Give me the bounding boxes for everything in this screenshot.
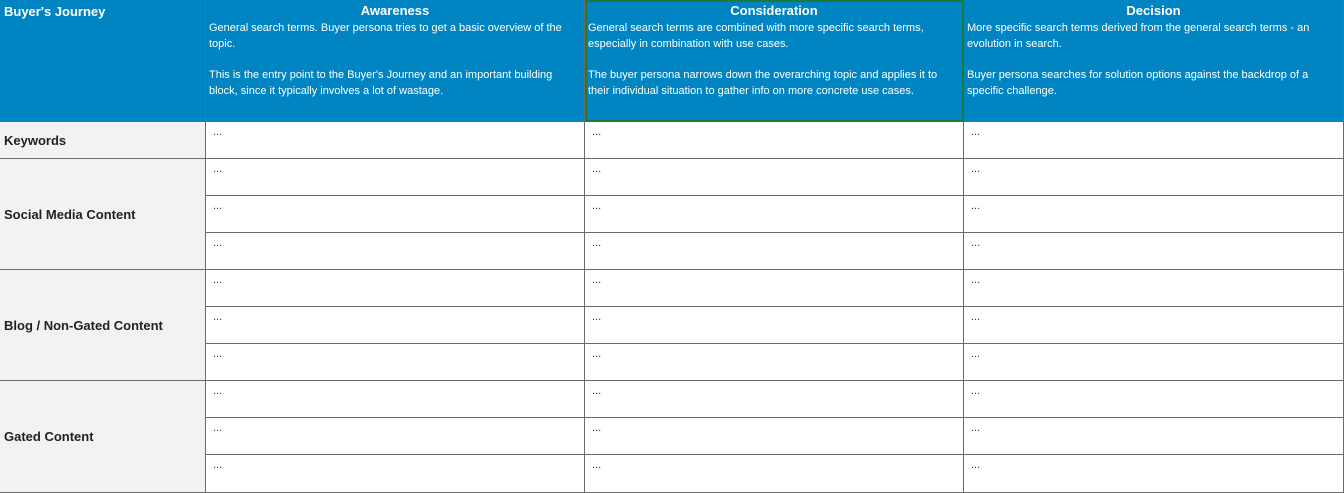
stage-header-awareness[interactable]: Awareness General search terms. Buyer pe… [206,0,585,122]
table-cell[interactable]: ... [964,270,1344,307]
table-cell[interactable]: ... [964,381,1344,418]
stage-description: More specific search terms derived from … [964,19,1343,99]
stage-title: Decision [1126,3,1181,18]
table-cell[interactable]: ... [964,307,1344,344]
table-cell[interactable]: ... [964,122,1344,159]
table-cell[interactable]: ... [206,381,585,418]
stage-description: General search terms. Buyer persona trie… [206,19,584,99]
row-label-keywords[interactable]: Keywords [0,122,206,159]
table-cell[interactable]: ... [585,418,964,455]
row-label-social-media-content[interactable]: Social Media Content [0,159,206,270]
stage-description-paragraph: Buyer persona searches for solution opti… [967,69,1309,97]
stage-header-decision[interactable]: Decision More specific search terms deri… [964,0,1344,122]
table-cell[interactable]: ... [206,270,585,307]
stage-description-paragraph: The buyer persona narrows down the overa… [588,69,938,97]
row-label-blog-non-gated-content[interactable]: Blog / Non-Gated Content [0,270,206,381]
corner-header-cell[interactable]: Buyer's Journey [0,0,206,122]
stage-description: General search terms are combined with m… [585,19,963,99]
stage-description-paragraph: General search terms are combined with m… [588,22,924,50]
table-cell[interactable]: ... [206,196,585,233]
table-cell[interactable]: ... [585,270,964,307]
table-cell[interactable]: ... [585,122,964,159]
table-cell[interactable]: ... [585,159,964,196]
table-cell[interactable]: ... [206,233,585,270]
table-cell[interactable]: ... [964,418,1344,455]
table-cell[interactable]: ... [206,344,585,381]
table-cell[interactable]: ... [585,344,964,381]
row-label-gated-content[interactable]: Gated Content [0,381,206,493]
stage-description-paragraph: This is the entry point to the Buyer's J… [209,69,553,97]
table-cell[interactable]: ... [206,418,585,455]
table-cell[interactable]: ... [206,122,585,159]
stage-title: Awareness [360,3,430,18]
table-cell[interactable]: ... [585,455,964,493]
table-cell[interactable]: ... [585,307,964,344]
table-cell[interactable]: ... [585,381,964,418]
table-cell[interactable]: ... [964,344,1344,381]
table-cell[interactable]: ... [964,455,1344,493]
stage-header-consideration[interactable]: Consideration General search terms are c… [585,0,964,122]
table-cell[interactable]: ... [206,159,585,196]
stage-description-paragraph: General search terms. Buyer persona trie… [209,22,562,50]
table-cell[interactable]: ... [206,455,585,493]
table-cell[interactable]: ... [964,159,1344,196]
table-cell[interactable]: ... [964,233,1344,270]
table-cell[interactable]: ... [206,307,585,344]
stage-description-paragraph: More specific search terms derived from … [967,22,1310,50]
table-cell[interactable]: ... [964,196,1344,233]
table-cell[interactable]: ... [585,196,964,233]
stage-title: Consideration [730,3,818,18]
table-cell[interactable]: ... [585,233,964,270]
